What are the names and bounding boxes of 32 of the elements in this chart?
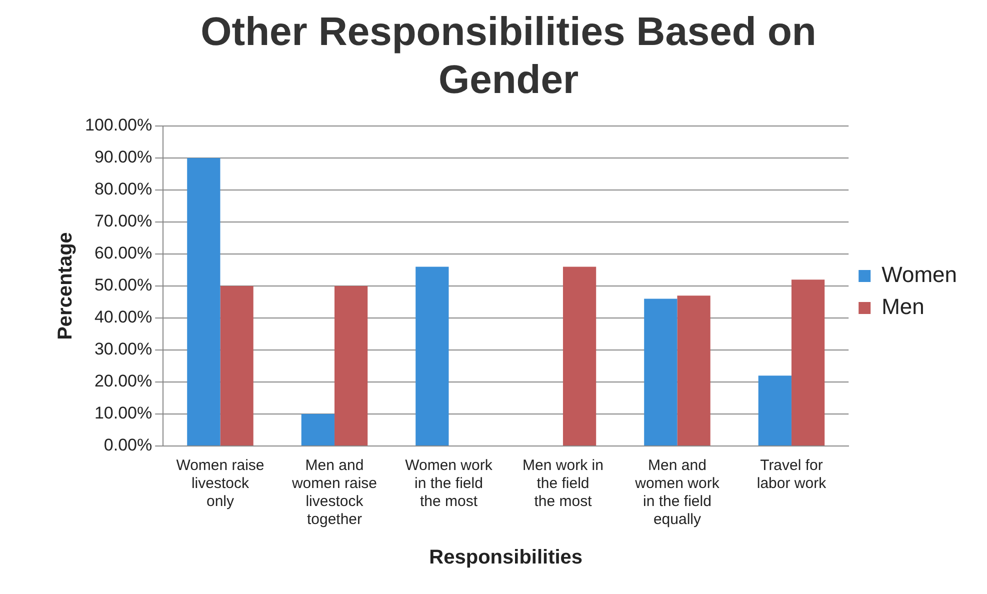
- bar: [562, 266, 596, 446]
- legend-label: Women: [882, 262, 958, 288]
- x-tick-label: Women work in the field the most: [405, 457, 493, 510]
- y-axis-title: Percentage: [54, 232, 77, 340]
- bar: [644, 298, 678, 446]
- x-axis-title: Responsibilities: [429, 546, 583, 569]
- y-tick-label: 40.00%: [94, 308, 152, 327]
- y-tick-label: 100.00%: [84, 116, 152, 135]
- y-tick-label: 20.00%: [94, 372, 152, 391]
- bar: [791, 280, 825, 446]
- x-tick-label: Men and women raise livestock together: [290, 457, 378, 528]
- bar: [677, 296, 710, 446]
- bar: [220, 286, 254, 446]
- x-tick-label: Men and women work in the field equally: [634, 457, 720, 528]
- y-tick-label: 0.00%: [104, 436, 152, 455]
- y-tick-label: 90.00%: [94, 148, 152, 167]
- bar: [301, 414, 334, 446]
- x-tick-label: Travel for labor work: [756, 457, 827, 492]
- y-tick-label: 60.00%: [94, 244, 152, 263]
- legend-label: Men: [882, 294, 924, 320]
- x-tick-label: Women raise livestock only: [176, 457, 264, 510]
- chart-title: Other Responsibilities Based on Gender: [200, 10, 816, 102]
- bar: [334, 286, 368, 446]
- y-tick-label: 50.00%: [94, 276, 152, 295]
- bar: [416, 266, 449, 446]
- y-tick-label: 80.00%: [94, 180, 152, 199]
- bar: [758, 376, 792, 446]
- x-tick-label: Men work in the field the most: [522, 457, 604, 510]
- y-tick-label: 30.00%: [94, 340, 152, 359]
- y-tick-label: 10.00%: [94, 404, 152, 423]
- bar: [187, 158, 220, 446]
- y-tick-label: 70.00%: [94, 212, 152, 231]
